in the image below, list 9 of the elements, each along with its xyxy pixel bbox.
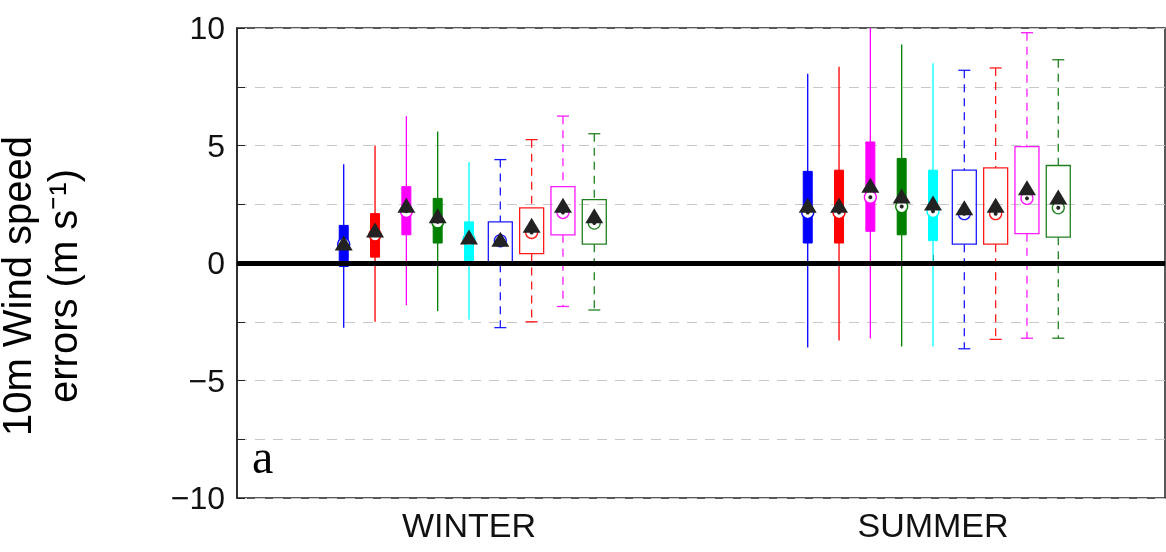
x-tick-label: SUMMER bbox=[857, 506, 1009, 544]
y-tick-label: 5 bbox=[207, 127, 225, 164]
x-tick-label: WINTER bbox=[401, 506, 537, 544]
y-tick-label: −10 bbox=[170, 480, 225, 516]
y-tick-label: 10 bbox=[189, 10, 225, 46]
annotation: a bbox=[252, 429, 274, 483]
y-axis-title: 10m Wind speed errors (m s⁻¹) bbox=[0, 134, 86, 439]
y-tick-label: −5 bbox=[188, 362, 225, 399]
y-tick-label: 0 bbox=[207, 245, 225, 281]
